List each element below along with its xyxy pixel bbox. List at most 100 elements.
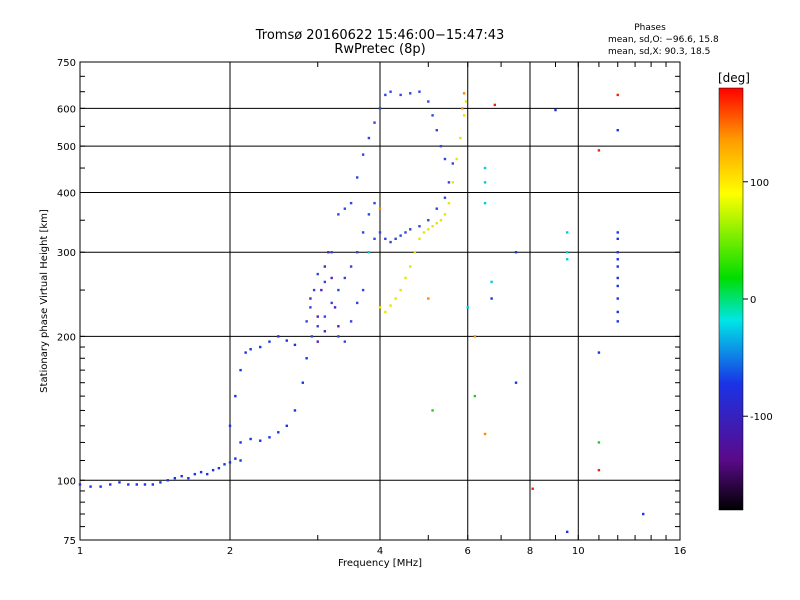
data-point <box>367 213 371 216</box>
data-point <box>378 306 382 309</box>
data-point <box>439 219 443 222</box>
data-point <box>343 207 347 210</box>
data-point <box>439 144 443 148</box>
data-point <box>305 357 308 360</box>
data-point <box>316 272 319 276</box>
data-point <box>330 251 333 254</box>
data-point <box>277 431 280 434</box>
data-point <box>355 301 359 305</box>
data-point <box>427 297 430 300</box>
data-point <box>249 348 252 351</box>
data-point <box>234 394 237 398</box>
data-point <box>473 394 477 398</box>
data-point <box>330 276 333 280</box>
data-point <box>616 320 619 323</box>
data-point <box>565 258 569 261</box>
data-point <box>597 468 601 472</box>
data-point <box>312 288 316 292</box>
data-point <box>459 136 462 140</box>
data-point <box>239 459 242 462</box>
data-point <box>367 136 371 140</box>
data-point <box>616 258 619 261</box>
data-point <box>451 162 455 165</box>
data-point <box>378 107 382 110</box>
y-axis-label: Stationary phase Virtual Height [km] <box>39 209 50 393</box>
data-point <box>466 306 469 309</box>
data-point <box>361 153 365 156</box>
data-point <box>490 280 493 284</box>
data-point <box>616 231 619 234</box>
x-tick-label: 16 <box>674 546 687 557</box>
data-point <box>323 280 327 284</box>
data-point <box>597 351 601 354</box>
data-point <box>483 166 487 170</box>
data-point <box>435 207 438 210</box>
data-point <box>431 114 434 117</box>
colorbar-tick-label: -100 <box>750 412 773 423</box>
x-tick-label: 10 <box>572 546 585 557</box>
y-tick-label: 100 <box>57 476 76 487</box>
data-point <box>309 297 312 300</box>
y-tick-label: 500 <box>57 142 76 153</box>
data-point <box>268 340 271 343</box>
data-point <box>293 409 297 412</box>
data-point <box>193 472 197 476</box>
data-point <box>394 297 397 300</box>
data-point <box>118 481 121 484</box>
data-point <box>384 237 387 241</box>
data-point <box>443 213 447 216</box>
data-point <box>531 487 534 490</box>
data-point <box>205 472 209 476</box>
data-point <box>435 222 438 225</box>
data-point <box>431 225 434 228</box>
data-point <box>399 288 402 292</box>
data-point <box>310 335 314 338</box>
data-point <box>642 512 645 516</box>
data-point <box>244 351 247 354</box>
data-point <box>616 297 619 300</box>
data-point <box>316 325 319 328</box>
chart-title: Tromsø 20160622 15:46:00−15:47:43 <box>255 28 505 43</box>
data-point <box>361 231 365 234</box>
data-point <box>616 265 619 268</box>
data-point <box>490 297 493 300</box>
y-tick-label: 75 <box>63 536 76 547</box>
data-point <box>259 439 262 442</box>
x-axis-label: Frequency [MHz] <box>338 558 422 569</box>
data-point <box>249 437 252 441</box>
data-point <box>483 201 487 205</box>
data-point <box>554 108 557 112</box>
data-point <box>199 470 203 474</box>
data-point <box>337 335 340 338</box>
x-tick-label: 2 <box>227 546 233 557</box>
data-point <box>228 424 232 428</box>
phase-stats-x: mean, sd,X: 90.3, 18.5 <box>608 47 710 57</box>
y-tick-label: 750 <box>57 58 76 69</box>
data-point <box>159 481 162 484</box>
data-point <box>99 485 102 488</box>
data-points <box>78 90 645 534</box>
data-point <box>427 228 430 231</box>
data-point <box>285 424 288 428</box>
data-point <box>389 90 392 93</box>
data-point <box>409 265 412 268</box>
data-point <box>422 231 426 234</box>
data-point <box>418 90 421 93</box>
data-point <box>435 128 438 132</box>
data-point <box>187 477 190 480</box>
data-point <box>431 409 434 412</box>
data-point <box>565 251 569 254</box>
x-tick-label: 4 <box>377 546 383 557</box>
data-point <box>451 181 455 184</box>
colorbar <box>718 87 744 511</box>
data-point <box>616 284 619 288</box>
data-point <box>384 310 387 314</box>
data-point <box>616 237 619 241</box>
data-point <box>355 251 359 254</box>
data-point <box>316 340 319 343</box>
data-point <box>483 432 487 436</box>
data-point <box>217 466 221 470</box>
data-point <box>355 176 359 179</box>
x-tick-label: 1 <box>77 546 83 557</box>
